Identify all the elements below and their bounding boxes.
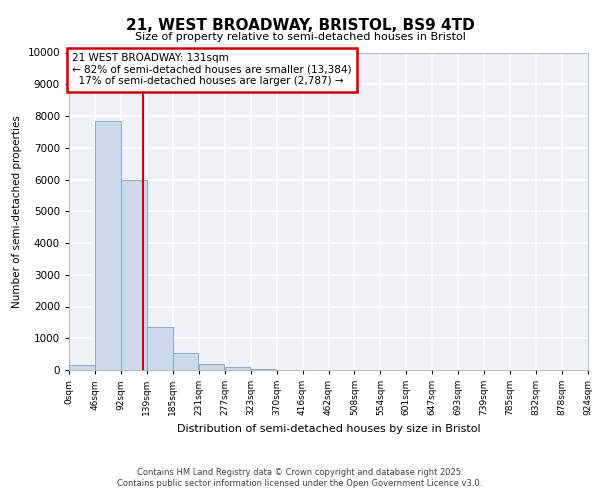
X-axis label: Distribution of semi-detached houses by size in Bristol: Distribution of semi-detached houses by … — [176, 424, 481, 434]
Text: Size of property relative to semi-detached houses in Bristol: Size of property relative to semi-detach… — [134, 32, 466, 42]
Bar — [251, 369, 277, 370]
Bar — [225, 367, 250, 370]
Text: 21, WEST BROADWAY, BRISTOL, BS9 4TD: 21, WEST BROADWAY, BRISTOL, BS9 4TD — [125, 18, 475, 32]
Bar — [147, 327, 173, 370]
Bar — [121, 180, 146, 370]
Bar — [69, 365, 95, 370]
Y-axis label: Number of semi-detached properties: Number of semi-detached properties — [12, 115, 22, 308]
Bar — [173, 352, 199, 370]
Text: 21 WEST BROADWAY: 131sqm
← 82% of semi-detached houses are smaller (13,384)
  17: 21 WEST BROADWAY: 131sqm ← 82% of semi-d… — [72, 53, 352, 86]
Bar — [95, 121, 121, 370]
Text: Contains HM Land Registry data © Crown copyright and database right 2025.
Contai: Contains HM Land Registry data © Crown c… — [118, 468, 482, 487]
Bar — [199, 364, 224, 370]
